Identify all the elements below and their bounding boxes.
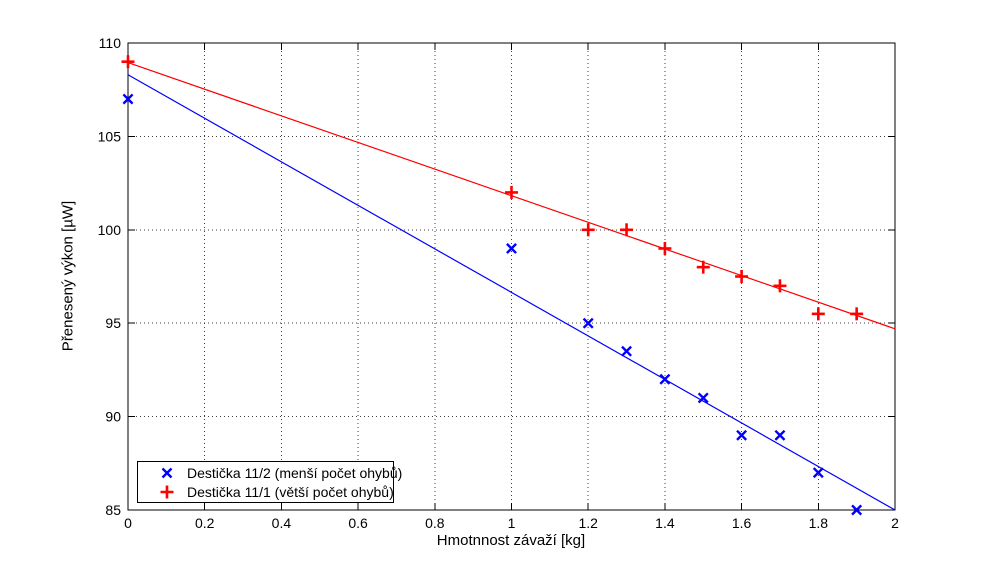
svg-text:110: 110 (99, 35, 122, 51)
svg-text:100: 100 (98, 222, 122, 238)
legend: Destička 11/2 (menší počet ohybů) Destič… (137, 461, 402, 503)
svg-text:85: 85 (105, 502, 121, 518)
svg-text:0: 0 (124, 515, 132, 531)
legend-item-series2: Destička 11/1 (větší počet ohybů) (138, 482, 394, 501)
svg-text:1.6: 1.6 (732, 515, 752, 531)
svg-text:105: 105 (98, 128, 122, 144)
svg-text:1.2: 1.2 (578, 515, 598, 531)
svg-text:95: 95 (105, 315, 121, 331)
svg-text:90: 90 (105, 409, 121, 425)
svg-text:1.4: 1.4 (655, 515, 675, 531)
legend-item-series1: Destička 11/2 (menší počet ohybů) (138, 463, 402, 482)
legend-label-series2: Destička 11/1 (větší počet ohybů) (187, 483, 394, 500)
x-axis-label: Hmotnnost závaží [kg] (436, 532, 586, 549)
svg-text:1: 1 (508, 515, 516, 531)
svg-text:0.8: 0.8 (425, 515, 445, 531)
x-marker-icon (138, 466, 187, 480)
svg-text:1.8: 1.8 (809, 515, 829, 531)
plus-marker-icon (138, 485, 187, 499)
svg-text:0.2: 0.2 (195, 515, 215, 531)
y-axis-label: Přenesený výkon [µW] (59, 200, 77, 352)
svg-text:2: 2 (891, 515, 899, 531)
svg-text:0.6: 0.6 (348, 515, 368, 531)
legend-label-series1: Destička 11/2 (menší počet ohybů) (187, 464, 403, 481)
svg-text:0.4: 0.4 (272, 515, 292, 531)
